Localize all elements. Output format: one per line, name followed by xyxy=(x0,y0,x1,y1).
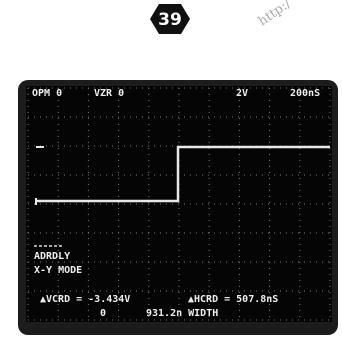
badge-number: 39 xyxy=(158,10,182,30)
readout: ▲VCRD = -3.434V xyxy=(40,294,130,305)
waveform xyxy=(36,145,330,203)
watermark: http:/ xyxy=(256,0,295,29)
screen-label: VZR 0 xyxy=(94,88,124,99)
readout: 0 xyxy=(100,308,106,319)
mode-label: X-Y MODE xyxy=(34,265,82,276)
screen-label: OPM 0 xyxy=(32,88,62,99)
screen-label: 2V xyxy=(236,88,248,99)
screen-label: 200nS xyxy=(290,88,320,99)
readout: 931.2n WIDTH xyxy=(146,308,218,319)
mode-label: ADRDLY xyxy=(34,251,70,262)
readout: ▲HCRD = 507.8nS xyxy=(188,294,278,305)
badge-shape xyxy=(150,4,190,34)
